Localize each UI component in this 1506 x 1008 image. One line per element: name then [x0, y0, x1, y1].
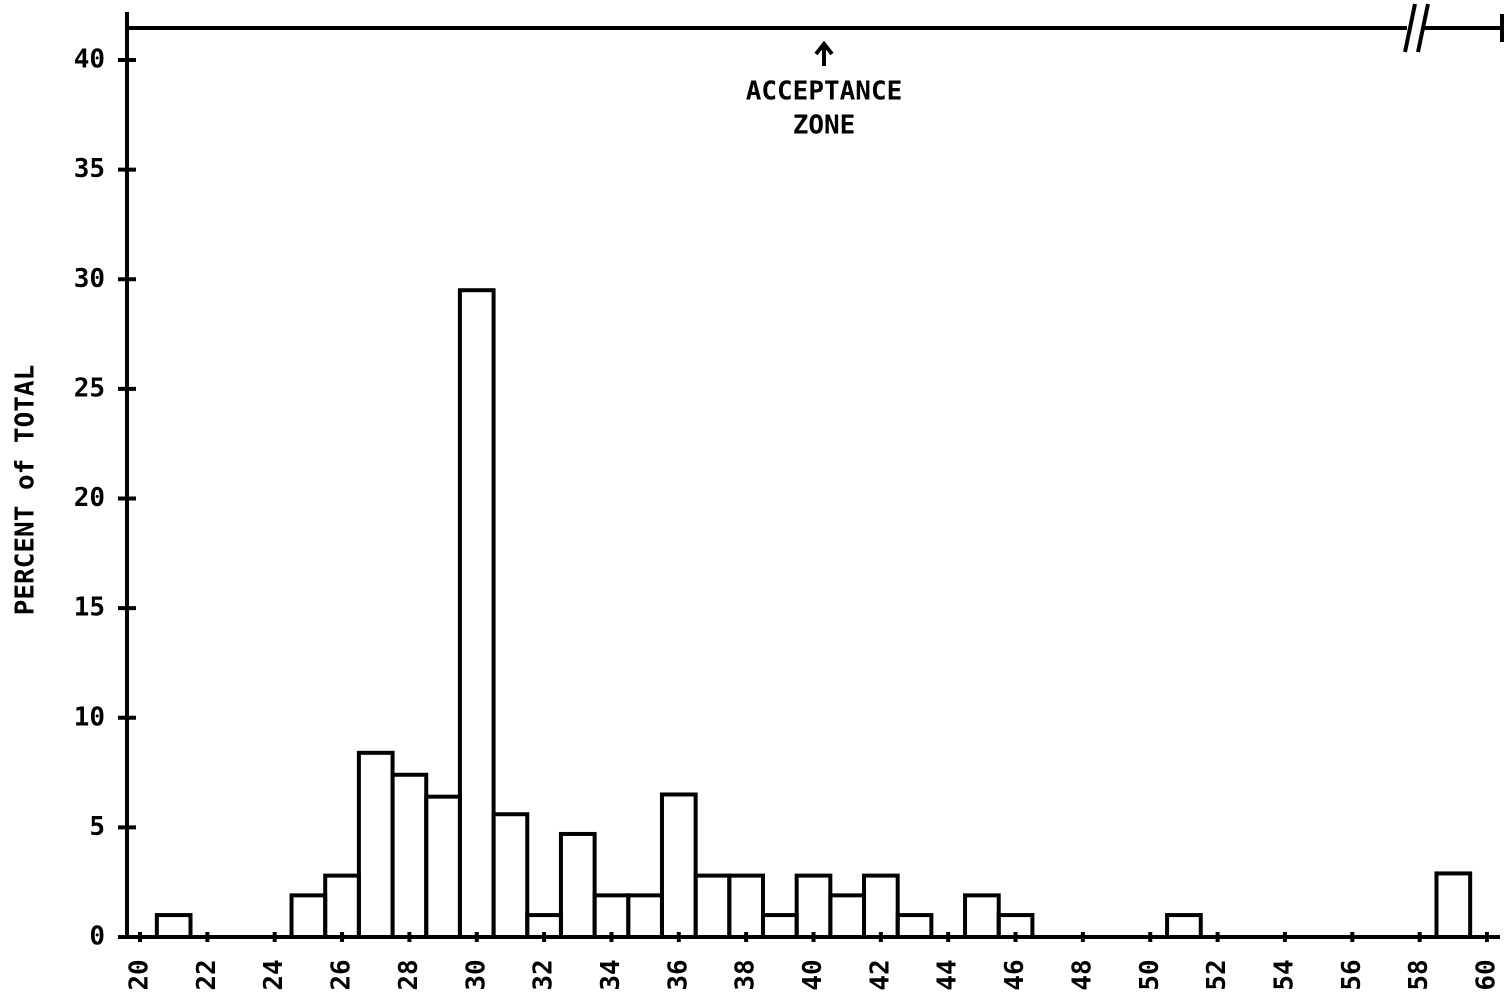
bar — [592, 893, 631, 940]
x-tick-label: 44 — [933, 959, 963, 990]
bar — [895, 913, 934, 940]
arrow-head — [814, 40, 834, 56]
bar — [760, 913, 799, 940]
bar — [626, 893, 664, 940]
bar — [356, 750, 395, 940]
bar — [1434, 871, 1473, 939]
y-tick-label: 5 — [89, 812, 105, 842]
y-axis-label: PERCENT of TOTAL — [11, 365, 41, 615]
x-tick-label: 22 — [192, 959, 222, 990]
bar — [693, 873, 732, 939]
x-tick-label: 58 — [1404, 959, 1434, 990]
y-tick-label: 20 — [74, 483, 105, 513]
x-tick-label: 60 — [1472, 959, 1502, 990]
x-tick-label: 26 — [327, 959, 357, 990]
y-tick-label: 0 — [89, 922, 105, 952]
bar — [996, 913, 1035, 940]
bar — [424, 794, 462, 939]
bar — [457, 288, 496, 939]
bar — [727, 873, 765, 939]
annotation: ZONE — [793, 111, 856, 141]
x-tick-label: 30 — [461, 959, 491, 990]
x-tick-label: 36 — [663, 959, 693, 990]
x-tick-label: 48 — [1067, 959, 1097, 990]
annotation: ACCEPTANCE — [746, 77, 903, 107]
x-tick-label: 46 — [1000, 959, 1030, 990]
x-tick-label: 52 — [1202, 959, 1232, 990]
bar — [963, 893, 1001, 940]
x-tick-label: 34 — [596, 959, 626, 990]
bar — [862, 873, 900, 939]
bar — [794, 873, 833, 939]
x-tick-label: 50 — [1135, 959, 1165, 990]
x-tick-label: 42 — [865, 959, 895, 990]
x-tick-label: 56 — [1337, 959, 1367, 990]
bar — [1165, 913, 1203, 940]
y-tick-label: 35 — [74, 154, 105, 184]
axis-break — [1416, 3, 1430, 53]
x-tick-label: 28 — [394, 959, 424, 990]
y-tick-label: 10 — [74, 702, 105, 732]
x-tick-label: 24 — [259, 959, 289, 990]
bar — [828, 893, 867, 940]
x-tick-label: 40 — [798, 959, 828, 990]
y-tick-label: 15 — [74, 593, 105, 623]
axis-break — [1403, 3, 1417, 53]
x-tick-label: 54 — [1269, 959, 1299, 990]
y-tick-label: 25 — [74, 373, 105, 403]
y-tick-label: 40 — [74, 45, 105, 75]
bar — [154, 913, 193, 940]
bar — [390, 772, 429, 939]
x-tick-label: 38 — [731, 959, 761, 990]
bar — [289, 893, 328, 940]
x-tick-label: 32 — [529, 959, 559, 990]
x-tick-label: 20 — [125, 959, 155, 990]
bar — [659, 792, 698, 939]
bar — [491, 812, 530, 939]
bar — [323, 873, 361, 939]
y-tick-label: 30 — [74, 264, 105, 294]
bar — [558, 831, 597, 940]
